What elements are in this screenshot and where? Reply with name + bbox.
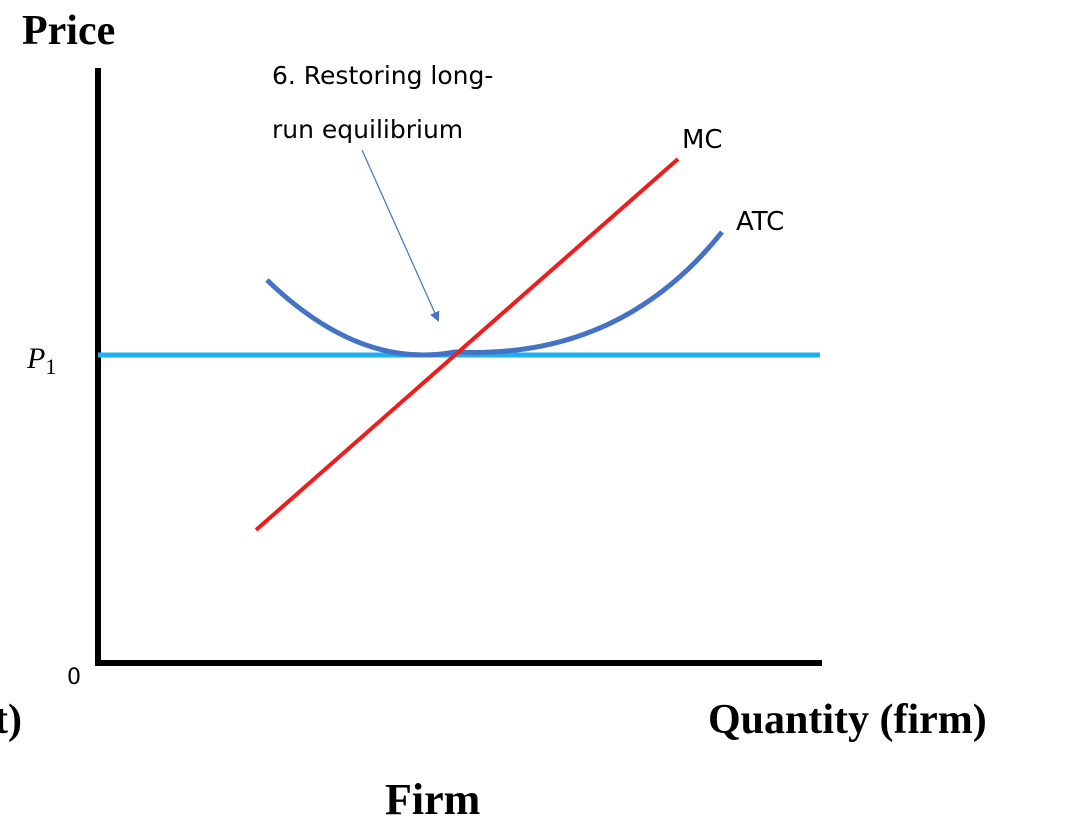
atc-curve [265, 230, 724, 358]
annotation-arrow [361, 149, 440, 322]
mc-label: MC [682, 125, 723, 155]
annotation-line-1: 6. Restoring long- [272, 61, 493, 90]
origin-label: 0 [67, 665, 81, 690]
panel-title: Firm [385, 775, 480, 820]
x-axis-label-fragment: t) [0, 697, 22, 743]
price-label: P1 [26, 342, 56, 379]
mc-curve [254, 157, 680, 532]
y-axis-label: Price [22, 8, 115, 54]
x-axis-label: Quantity (firm) [708, 697, 987, 743]
price-label-main: P [26, 342, 45, 375]
atc-label: ATC [736, 207, 784, 237]
annotation-line-2: run equilibrium [272, 115, 463, 144]
price-label-subscript: 1 [45, 354, 56, 379]
